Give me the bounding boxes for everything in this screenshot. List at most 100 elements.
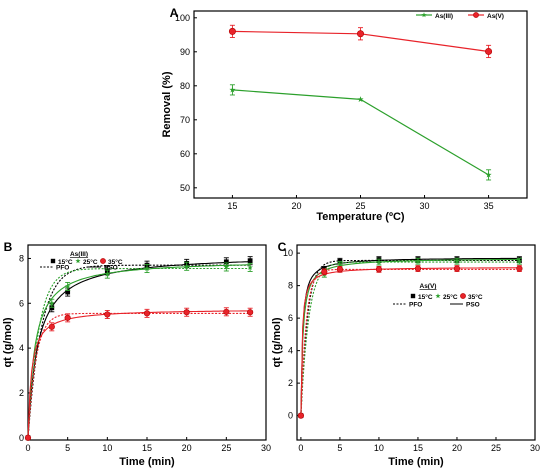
y-tick-label: 60 xyxy=(180,149,190,159)
pso-fit-line xyxy=(300,257,520,416)
data-point xyxy=(336,266,344,273)
pso-fit-line xyxy=(27,264,251,438)
series-25°C xyxy=(298,257,523,419)
y-tick-label: 10 xyxy=(283,248,293,258)
series-35°C xyxy=(297,265,523,419)
panel-c: C 0 5 10 15 20 25 30 0 2 4 6 8 10 Time (min) qt (g/mol)… xyxy=(271,240,540,468)
y-tick-label: 100 xyxy=(175,13,190,23)
series-35°C xyxy=(24,307,254,441)
data-point xyxy=(223,308,230,315)
data-point xyxy=(376,259,382,265)
data-point xyxy=(24,434,32,441)
legend-title: As(V) xyxy=(420,283,437,290)
data-point xyxy=(183,309,190,316)
data-point xyxy=(223,263,230,270)
data-point xyxy=(104,271,111,277)
legend-marker xyxy=(421,12,427,18)
y-tick-label: 2 xyxy=(288,378,293,388)
legend-label: 15°C xyxy=(418,293,433,301)
x-tick-label: 25 xyxy=(221,443,231,453)
pso-fit-line xyxy=(300,258,520,416)
x-tick-label: 30 xyxy=(530,443,540,453)
legend-marker xyxy=(410,293,416,299)
legend-marker xyxy=(435,293,441,299)
pfo-fit-line xyxy=(300,261,520,416)
legend-pso-label: PSO xyxy=(104,265,118,272)
data-point xyxy=(454,258,460,264)
x-axis-label: Time (min) xyxy=(119,456,175,468)
x-tick-label: 35 xyxy=(484,201,494,211)
y-axis-label: qt (g/mol) xyxy=(2,317,14,367)
data-point xyxy=(356,30,364,38)
data-point xyxy=(415,258,421,264)
y-tick-label: 6 xyxy=(288,313,293,323)
x-axis-label: Temperature (ºC) xyxy=(316,211,404,223)
series-15°C xyxy=(25,256,253,441)
data-point xyxy=(48,300,55,306)
x-tick-label: 15 xyxy=(227,201,237,211)
data-point xyxy=(65,289,71,295)
pso-fit-line xyxy=(300,267,520,416)
y-tick-label: 2 xyxy=(19,388,24,398)
panel-label: C xyxy=(278,240,287,254)
data-point xyxy=(104,311,111,318)
y-tick-label: 0 xyxy=(288,411,293,421)
data-point xyxy=(144,265,150,271)
y-tick-label: 70 xyxy=(180,115,190,125)
series-As(V): As(V) xyxy=(228,12,504,59)
series-15°C xyxy=(298,256,522,419)
x-tick-label: 20 xyxy=(452,443,462,453)
data-point xyxy=(229,86,236,93)
data-point xyxy=(516,258,523,264)
panel-label: A xyxy=(170,6,179,20)
data-point xyxy=(64,314,71,321)
legend-label: 15°C xyxy=(58,258,73,266)
y-tick-label: 4 xyxy=(19,343,24,353)
legend: As(V) 15°C 25°C 35°C PFO PSO xyxy=(393,283,483,309)
legend-marker xyxy=(460,293,466,299)
legend-pfo-label: PFO xyxy=(409,302,422,309)
y-tick-label: 80 xyxy=(180,81,190,91)
legend-label: 25°C xyxy=(83,258,98,266)
data-point xyxy=(297,412,305,419)
series-As(III): As(III) xyxy=(229,12,492,181)
data-point xyxy=(357,96,364,103)
pfo-fit-line xyxy=(300,259,520,416)
pso-fit-line xyxy=(27,310,251,438)
y-tick-label: 0 xyxy=(19,433,24,443)
y-tick-label: 8 xyxy=(288,281,293,291)
pfo-fit-line xyxy=(27,312,251,438)
plot-frame xyxy=(296,244,536,441)
legend-marker xyxy=(473,12,479,18)
data-point xyxy=(247,264,253,270)
panel-a: A 15 20 25 30 35 50 60 70 80 90 100 Temperature (ºC)… xyxy=(161,6,528,223)
x-axis-label: Time (min) xyxy=(388,456,444,468)
data-point xyxy=(64,283,71,289)
series-line xyxy=(232,89,489,176)
y-axis-label: qt (g/mol) xyxy=(271,317,283,367)
pso-fit-line xyxy=(27,261,251,438)
y-tick-label: 8 xyxy=(19,253,24,263)
x-tick-label: 0 xyxy=(25,443,30,453)
legend-pso-label: PSO xyxy=(466,302,480,309)
y-tick-label: 90 xyxy=(180,47,190,57)
x-tick-label: 5 xyxy=(337,443,342,453)
plot-frame xyxy=(27,244,267,441)
legend-label: 35°C xyxy=(468,293,483,301)
data-point xyxy=(337,261,343,267)
pfo-fit-line xyxy=(27,264,251,438)
x-tick-label: 30 xyxy=(261,443,271,453)
data-point xyxy=(516,265,523,272)
x-tick-label: 30 xyxy=(420,201,430,211)
panel-b: B 0 5 10 15 20 25 30 0 2 4 6 8 Time (min) qt (g/mol) As… xyxy=(2,240,271,468)
pfo-fit-line xyxy=(27,267,251,438)
data-point xyxy=(48,323,55,330)
x-tick-label: 20 xyxy=(182,443,192,453)
x-tick-label: 10 xyxy=(102,443,112,453)
legend: As(III)15°C 25°C 35°C PFO PSO xyxy=(40,251,123,272)
data-point xyxy=(485,171,492,178)
legend-label: As(V) xyxy=(487,13,504,20)
legend-marker xyxy=(75,258,81,264)
data-point xyxy=(223,259,229,265)
